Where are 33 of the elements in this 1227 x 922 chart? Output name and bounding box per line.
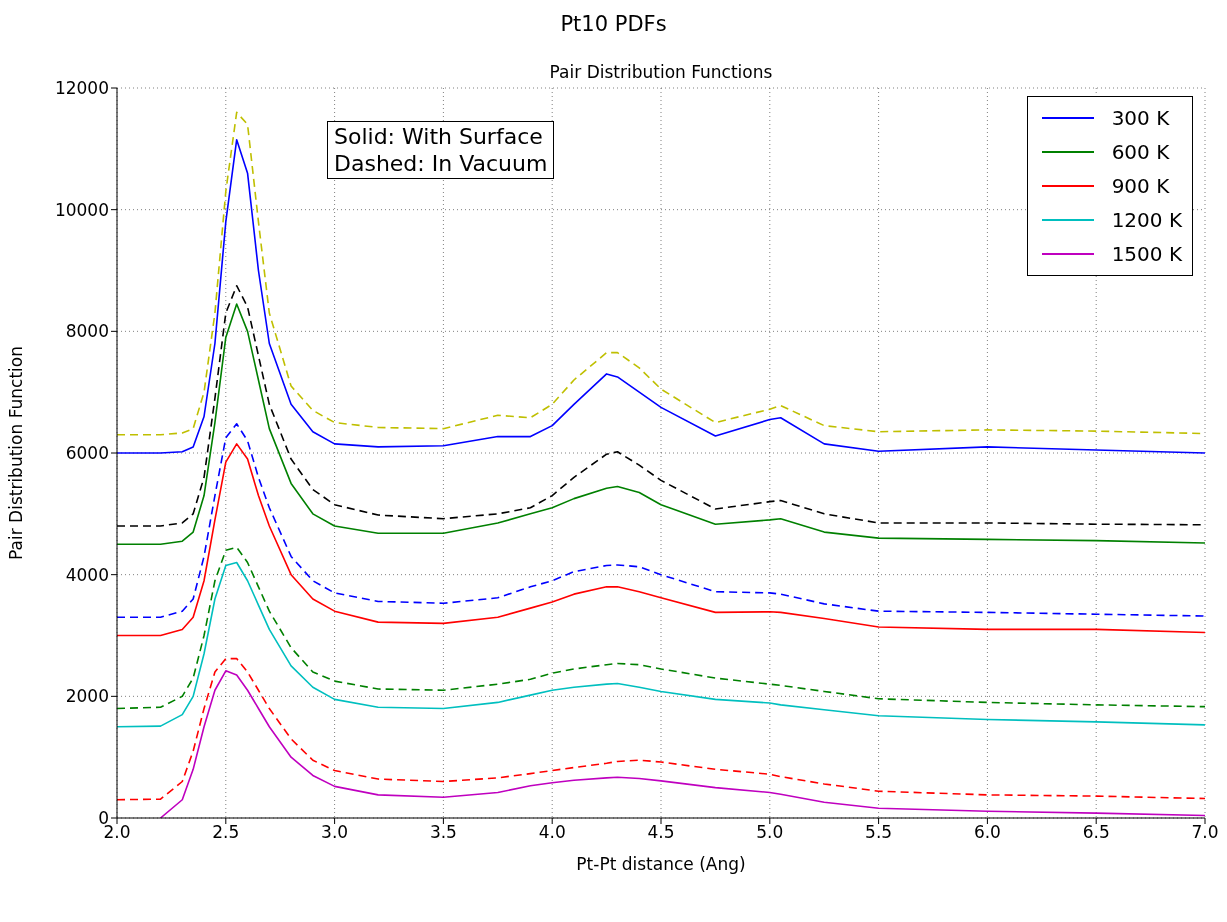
y-tick-label: 12000 [54, 78, 109, 99]
y-axis-title: Pair Distribution Function [6, 346, 27, 560]
legend-label: 900 K [1111, 174, 1170, 198]
legend-label: 600 K [1111, 140, 1170, 164]
x-tick-label: 6.0 [973, 822, 1001, 843]
chart-title: Pt10 PDFs [559, 12, 668, 36]
x-tick-label: 4.5 [647, 822, 675, 843]
x-tick-label: 5.0 [756, 822, 784, 843]
x-tick-label: 5.5 [865, 822, 893, 843]
y-tick-label: 0 [98, 808, 109, 829]
chart-subtitle: Pair Distribution Functions [548, 62, 774, 82]
line-series [117, 561, 1205, 728]
y-tick-label: 4000 [65, 564, 109, 585]
y-tick-label: 10000 [54, 199, 109, 220]
x-tick-label: 7.0 [1191, 822, 1219, 843]
y-tick-label: 6000 [65, 443, 109, 464]
x-tick-label: 3.0 [321, 822, 349, 843]
legend-label: 1200 K [1111, 208, 1182, 232]
line-series [117, 546, 1205, 710]
x-axis-title: Pt-Pt distance (Ang) [576, 854, 746, 874]
y-tick-label: 2000 [65, 686, 109, 707]
legend-label: 300 K [1111, 106, 1170, 130]
y-tick-label: 8000 [65, 321, 109, 342]
x-tick-label: 6.5 [1082, 822, 1110, 843]
x-tick-label: 4.0 [538, 822, 566, 843]
line-series [117, 443, 1205, 637]
line-series [117, 423, 1205, 619]
line-series [117, 657, 1205, 801]
annotation: Solid: With Surface Dashed: In Vacuum [327, 120, 555, 179]
x-tick-label: 2.5 [212, 822, 240, 843]
line-series [159, 669, 1205, 818]
legend-label: 1500 K [1111, 242, 1182, 266]
x-tick-label: 3.5 [429, 822, 457, 843]
